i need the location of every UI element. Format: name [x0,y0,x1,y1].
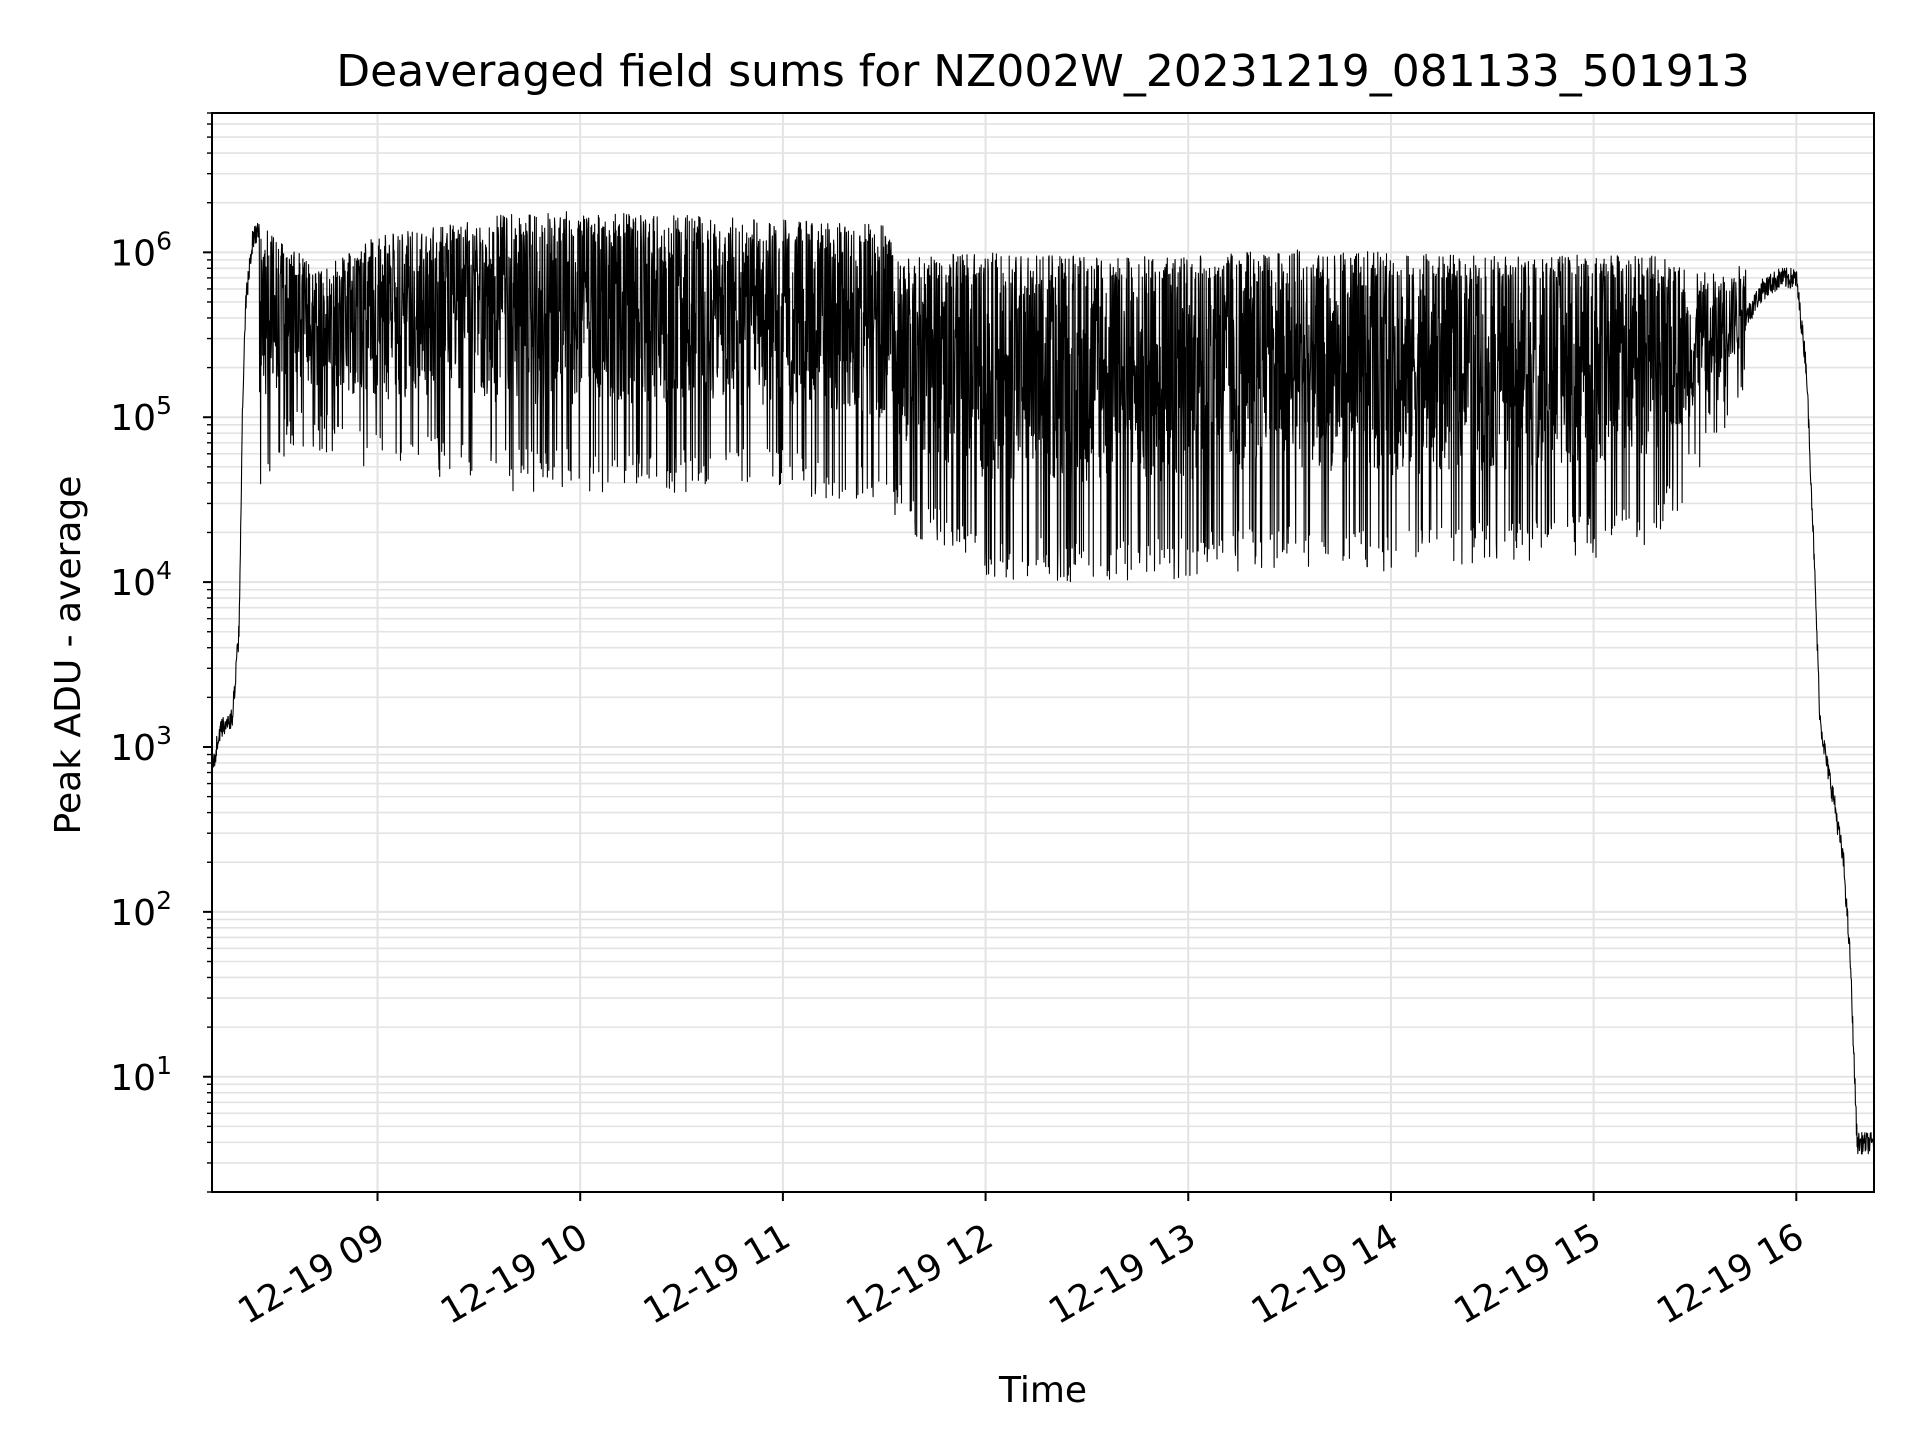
x-tick-label: 12-19 11 [637,1216,798,1332]
x-tick-label: 12-19 10 [434,1216,595,1332]
y-tick-label: 104 [110,556,172,604]
plot-series [211,211,1875,1155]
x-tick-label: 12-19 09 [231,1216,392,1332]
x-tick-label: 12-19 13 [1042,1216,1203,1332]
y-tick-label: 101 [110,1051,172,1099]
x-axis: 12-19 09 12-19 10 12-19 11 12-19 12 12-19 13… [231,1192,1811,1333]
x-tick-label: 12-19 14 [1245,1216,1406,1332]
plot-frame [211,112,1875,1193]
y-tick-label: 103 [110,721,172,769]
y-tick-label: 105 [110,391,172,439]
x-tick-label: 12-19 15 [1447,1216,1608,1332]
series-line [211,211,1875,1155]
y-axis-label: Peak ADU - average [48,476,89,835]
x-tick-label: 12-19 12 [839,1216,1000,1332]
y-tick-label: 102 [110,886,172,934]
x-axis-label: Time [998,1370,1087,1411]
y-tick-label: 106 [110,226,172,274]
y-axis: 101 102 103 104 105 106 [110,112,212,1193]
x-tick-label: 12-19 16 [1650,1216,1811,1332]
chart-title: Deaveraged field sums for NZ002W_2023121… [336,46,1749,97]
